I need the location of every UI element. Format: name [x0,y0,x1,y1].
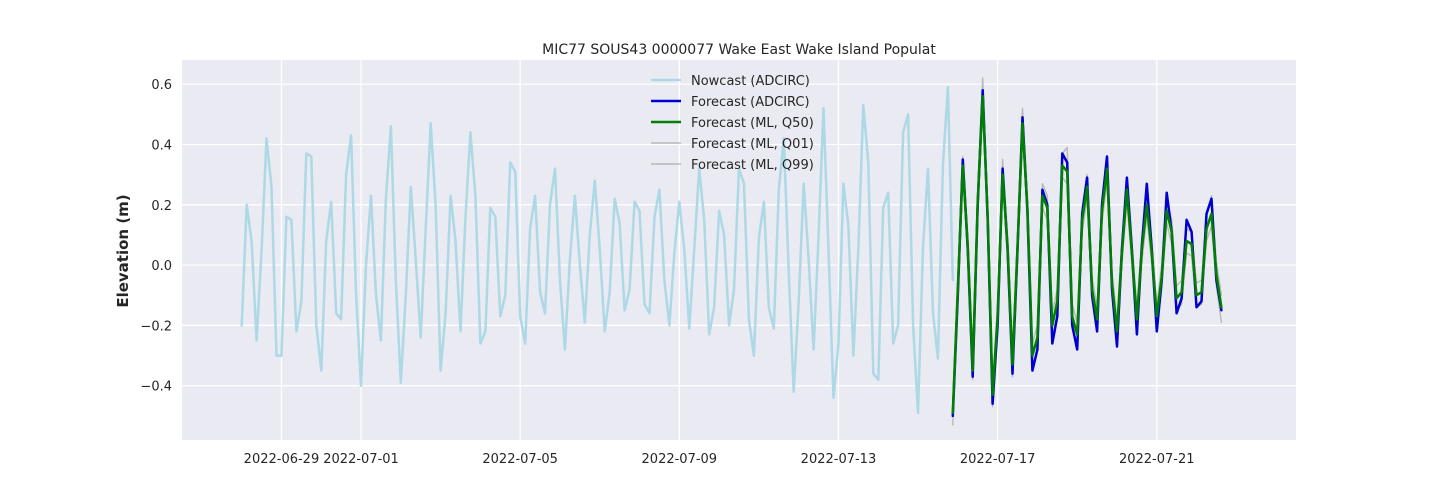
x-tick-label: 2022-07-17 [960,452,1036,467]
legend: Nowcast (ADCIRC) Forecast (ADCIRC) Forecas… [651,74,814,173]
legend-label: Forecast (ADCIRC) [691,95,810,110]
y-tick-labels: −0.4 −0.2 0.0 0.2 0.4 0.6 [140,78,172,395]
series-lines [240,77,1223,426]
x-tick-label: 2022-07-09 [642,452,718,467]
x-tick-label: 2022-07-01 [323,452,399,467]
series-line-2 [951,94,1223,415]
x-tick-labels: 2022-06-29 2022-07-01 2022-07-05 2022-07-09… [244,452,1195,467]
legend-label: Forecast (ML, Q99) [691,158,814,173]
chart-title: MIC77 SOUS43 0000077 Wake East Wake Isla… [542,42,936,58]
y-tick-label: 0.6 [151,78,172,93]
x-tick-label: 2022-07-05 [482,452,558,467]
y-tick-label: −0.4 [140,380,172,395]
y-tick-label: 0.4 [151,138,172,153]
legend-label: Forecast (ML, Q50) [691,116,814,131]
legend-label: Nowcast (ADCIRC) [691,74,810,89]
x-tick-label: 2022-07-21 [1119,452,1195,467]
x-tick-label: 2022-07-13 [801,452,877,467]
y-axis-label: Elevation (m) [114,194,132,307]
x-tick-label: 2022-06-29 [244,452,320,467]
y-tick-label: −0.2 [140,319,172,334]
legend-label: Forecast (ML, Q01) [691,137,814,152]
y-tick-label: 0.0 [151,259,172,274]
y-tick-label: 0.2 [151,199,172,214]
series-line-0 [240,85,955,415]
